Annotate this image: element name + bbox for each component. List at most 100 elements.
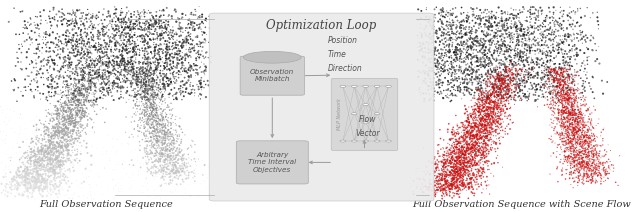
Point [559, 110, 569, 114]
Point [57, 65, 67, 68]
Point [60, 102, 70, 105]
Point [464, 91, 474, 94]
Point [589, 137, 600, 140]
Point [579, 134, 589, 138]
Point [493, 98, 504, 102]
Point [570, 164, 580, 167]
Point [77, 81, 88, 85]
Point [36, 150, 47, 153]
Point [32, 185, 42, 188]
Point [60, 178, 70, 182]
Point [61, 29, 72, 32]
Point [18, 193, 28, 197]
Point [435, 177, 445, 180]
Point [45, 50, 55, 53]
Point [146, 89, 156, 92]
Point [564, 134, 574, 137]
Point [492, 117, 502, 120]
Point [437, 179, 447, 183]
Point [580, 14, 590, 18]
Point [171, 160, 181, 164]
Point [436, 69, 446, 73]
Point [54, 179, 65, 183]
Point [589, 105, 599, 108]
Point [145, 67, 155, 71]
Point [122, 21, 132, 24]
Point [496, 121, 506, 125]
Point [150, 113, 161, 117]
Point [477, 142, 488, 145]
Point [567, 113, 577, 117]
Point [583, 148, 593, 151]
Point [83, 38, 93, 41]
Point [97, 74, 108, 77]
Point [172, 149, 182, 153]
Point [470, 36, 481, 39]
Point [561, 120, 571, 124]
Point [42, 128, 52, 131]
Point [58, 46, 68, 50]
Point [150, 134, 161, 138]
Point [17, 175, 27, 179]
Point [148, 38, 159, 41]
Point [143, 93, 153, 96]
Point [479, 110, 489, 113]
Point [558, 71, 568, 75]
Point [568, 146, 578, 150]
Point [160, 25, 170, 29]
Point [172, 130, 182, 134]
Point [479, 136, 490, 139]
Point [151, 124, 161, 127]
Point [57, 131, 67, 134]
Point [17, 194, 28, 197]
Point [565, 116, 575, 120]
Point [84, 82, 94, 85]
Point [70, 25, 81, 29]
Point [495, 75, 505, 78]
Point [78, 76, 88, 79]
Point [524, 97, 534, 100]
Point [179, 70, 189, 73]
Point [505, 33, 515, 37]
Point [38, 187, 49, 191]
Point [461, 139, 472, 143]
Point [142, 53, 152, 56]
Point [463, 126, 473, 129]
Point [468, 108, 478, 112]
Point [8, 146, 18, 149]
Point [174, 17, 184, 21]
Point [474, 14, 484, 18]
Point [137, 47, 147, 50]
Point [126, 27, 136, 31]
Point [201, 17, 211, 20]
Point [438, 167, 449, 171]
Point [461, 130, 472, 133]
Point [164, 33, 174, 37]
Point [153, 117, 163, 120]
Point [70, 102, 81, 105]
Point [568, 138, 579, 141]
Point [141, 72, 151, 75]
Point [499, 74, 509, 77]
Point [484, 47, 494, 51]
Point [36, 165, 46, 169]
Point [471, 79, 481, 83]
Point [112, 54, 122, 57]
Point [573, 162, 584, 165]
Point [467, 185, 477, 189]
Point [552, 92, 563, 95]
Point [455, 48, 465, 52]
Point [429, 87, 439, 91]
Point [556, 78, 566, 81]
Point [86, 22, 97, 25]
Point [583, 162, 593, 165]
Point [479, 34, 490, 37]
Point [135, 117, 145, 120]
Point [143, 64, 154, 67]
Point [36, 149, 47, 152]
Point [581, 177, 591, 180]
Point [44, 90, 54, 94]
Point [150, 121, 161, 124]
Point [144, 24, 154, 27]
Point [78, 22, 88, 25]
